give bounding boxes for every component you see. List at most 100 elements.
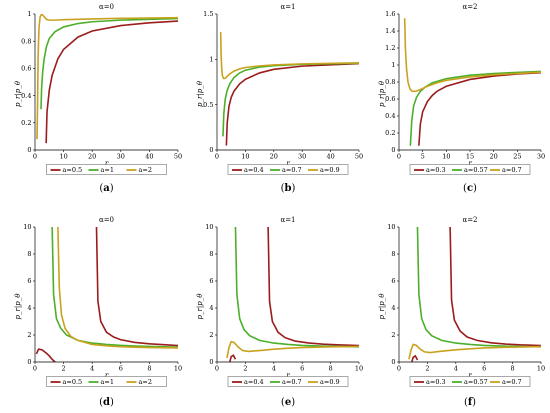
series-line-3 bbox=[403, 18, 541, 93]
x-tick-label: 6 bbox=[300, 365, 304, 373]
x-tick-label: 6 bbox=[119, 365, 123, 373]
panel-caption: (f) bbox=[464, 397, 476, 408]
panel-caption: (a) bbox=[99, 183, 113, 194]
legend-label: a=0.7 bbox=[282, 166, 302, 174]
legend: a=0.5 a=1 a=2 bbox=[46, 164, 167, 175]
legend-label: a=0.5 bbox=[63, 378, 83, 386]
y-tick-label: 0.8 bbox=[21, 37, 31, 45]
y-tick-label: 0.2 bbox=[21, 119, 31, 127]
chart-panel-3: 0 5 10 15 20 25 30 0 0.2 0.4 0.6 0.8 1 1.2 1.4 1.6 α=2 r p… bbox=[378, 3, 545, 194]
x-tick-label: 25 bbox=[513, 153, 521, 161]
legend-label: a=0.5 bbox=[63, 166, 83, 174]
panel-title: α=1 bbox=[280, 216, 295, 224]
x-tick-label: 2 bbox=[243, 365, 247, 373]
y-tick-label: 1 bbox=[391, 61, 395, 69]
y-tick-label: 0 bbox=[209, 358, 213, 366]
y-tick-label: 8 bbox=[27, 250, 31, 258]
y-tick-label: 4 bbox=[391, 304, 395, 312]
series-line-3 bbox=[36, 14, 178, 140]
chart-panel-2: 0 10 20 30 40 50 0 0.5 1 1.5 α=1 r p_r|p_θ a=0.4 a=0.7… bbox=[196, 3, 363, 194]
y-tick-label: 0.4 bbox=[21, 92, 31, 100]
x-tick-label: 0 bbox=[397, 153, 401, 161]
legend-label: a=1 bbox=[101, 378, 114, 386]
y-tick-label: 0.6 bbox=[385, 95, 395, 103]
y-tick-label: 0.5 bbox=[203, 101, 213, 109]
x-tick-label: 2 bbox=[425, 365, 429, 373]
x-tick-label: 0 bbox=[33, 153, 37, 161]
x-tick-label: 50 bbox=[174, 153, 182, 161]
series-line-2 bbox=[416, 227, 541, 348]
y-tick-label: 4 bbox=[209, 304, 213, 312]
x-tick-label: 30 bbox=[537, 153, 545, 161]
x-tick-label: 40 bbox=[326, 153, 334, 161]
x-tick-label: 0 bbox=[397, 365, 401, 373]
y-tick-label: 1 bbox=[209, 56, 213, 64]
y-tick-label: 1.2 bbox=[385, 44, 395, 52]
legend-box bbox=[46, 376, 167, 387]
y-tick-label: 0.6 bbox=[21, 65, 31, 73]
chart-panel-1: 0 10 20 30 40 50 0 0.2 0.4 0.6 0.8 1 α=0 r p_r|p_θ a=0.… bbox=[14, 3, 182, 194]
x-tick-label: 10 bbox=[355, 365, 363, 373]
legend-label: a=0.3 bbox=[426, 378, 446, 386]
x-tick-label: 10 bbox=[537, 365, 545, 373]
legend-box bbox=[227, 376, 349, 387]
y-tick-label: 1.6 bbox=[385, 10, 395, 18]
x-tick-label: 30 bbox=[117, 153, 125, 161]
legend-box bbox=[46, 164, 167, 175]
y-axis-label: p_r|p_θ bbox=[14, 80, 22, 107]
x-tick-label: 10 bbox=[174, 365, 182, 373]
y-tick-label: 1.4 bbox=[385, 27, 395, 35]
x-tick-label: 0 bbox=[215, 153, 219, 161]
panel-caption: (b) bbox=[281, 183, 296, 194]
y-tick-label: 1 bbox=[27, 10, 31, 18]
series-line-1 bbox=[418, 71, 541, 146]
y-tick-label: 10 bbox=[23, 223, 31, 231]
x-axis-label: r bbox=[468, 372, 472, 380]
series-line-2 bbox=[409, 70, 541, 146]
x-tick-label: 8 bbox=[511, 365, 515, 373]
legend-label: a=0.7 bbox=[502, 166, 522, 174]
legend-label: a=0.7 bbox=[502, 378, 522, 386]
series-line-3 bbox=[51, 227, 178, 348]
series-line-1 bbox=[449, 227, 541, 347]
legend-label: a=0.9 bbox=[320, 378, 340, 386]
y-tick-label: 6 bbox=[209, 277, 213, 285]
x-tick-label: 15 bbox=[466, 153, 474, 161]
legend-label: a=1 bbox=[101, 166, 114, 174]
legend-label: a=2 bbox=[139, 166, 152, 174]
y-axis-label: p_r|p_θ bbox=[196, 80, 204, 107]
y-tick-label: 0.4 bbox=[385, 112, 395, 120]
legend: a=0.4 a=0.7 a=0.9 bbox=[227, 376, 349, 387]
x-tick-label: 10 bbox=[59, 153, 67, 161]
y-tick-label: 10 bbox=[205, 223, 213, 231]
y-tick-label: 2 bbox=[391, 331, 395, 339]
x-tick-label: 30 bbox=[298, 153, 306, 161]
x-axis-label: r bbox=[105, 160, 109, 168]
panel-caption: (e) bbox=[281, 397, 295, 408]
x-tick-label: 4 bbox=[90, 365, 94, 373]
chart-panel-4: 0 2 4 6 8 10 0 2 4 6 8 10 α=0 r p_r|p_θ a=0.5 a=1 a=2 (d) bbox=[14, 216, 182, 408]
chart-panel-5: 0 2 4 6 8 10 0 2 4 6 8 10 α=1 r p_r|p_θ a=0.4 a=0.7 a=0.9… bbox=[196, 216, 363, 408]
legend-label: a=0.7 bbox=[282, 378, 302, 386]
x-tick-label: 4 bbox=[272, 365, 276, 373]
y-tick-label: 10 bbox=[387, 223, 395, 231]
legend-label: a=0.4 bbox=[244, 378, 264, 386]
y-axis-label: p_r|p_θ bbox=[14, 293, 22, 320]
series-line-2 bbox=[234, 227, 359, 348]
y-tick-label: 0 bbox=[391, 358, 395, 366]
legend: a=0.4 a=0.7 a=0.9 bbox=[227, 164, 349, 175]
x-tick-label: 6 bbox=[482, 365, 486, 373]
series-line-1 bbox=[267, 227, 359, 347]
y-tick-label: 6 bbox=[27, 277, 31, 285]
x-axis-label: r bbox=[105, 372, 109, 380]
legend-label: a=0.3 bbox=[426, 166, 446, 174]
y-axis-label: p_r|p_θ bbox=[378, 80, 386, 107]
x-tick-label: 2 bbox=[62, 365, 66, 373]
panel-title: α=0 bbox=[99, 216, 114, 224]
x-tick-label: 0 bbox=[215, 365, 219, 373]
series-line-1 bbox=[225, 62, 359, 146]
panel-title: α=0 bbox=[99, 3, 114, 11]
panel-caption: (d) bbox=[99, 397, 114, 408]
y-tick-label: 0 bbox=[209, 146, 213, 154]
